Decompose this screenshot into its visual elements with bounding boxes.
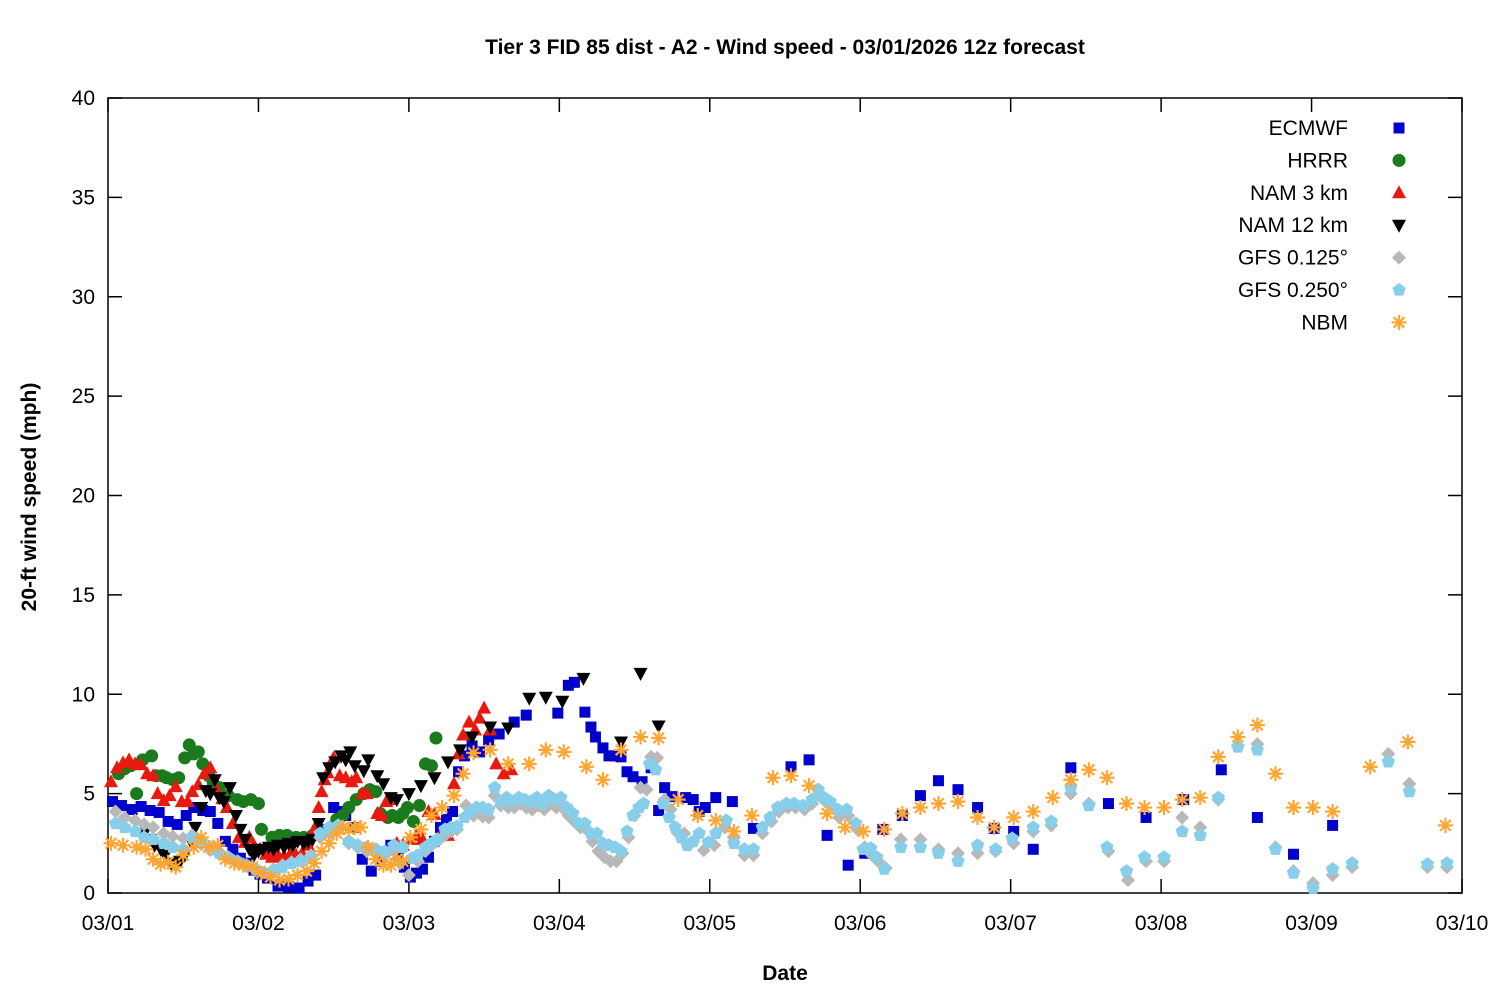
legend-label: ECMWF [1269, 117, 1348, 140]
x-tick-label: 03/01 [82, 912, 135, 935]
y-tick-label: 20 [72, 485, 95, 508]
x-tick-label: 03/03 [383, 912, 436, 935]
x-tick-label: 03/08 [1135, 912, 1188, 935]
series-nbm [103, 717, 1453, 888]
x-tick-label: 03/06 [834, 912, 887, 935]
legend-item-hrrr: HRRR [1287, 149, 1406, 172]
legend-label: HRRR [1287, 149, 1348, 172]
legend-item-ecmwf: ECMWF [1269, 117, 1405, 140]
legend-item-nbm: NBM [1301, 311, 1407, 334]
chart-title: Tier 3 FID 85 dist - A2 - Wind speed - 0… [485, 36, 1085, 59]
x-tick-label: 03/04 [533, 912, 586, 935]
y-tick-label: 10 [72, 683, 95, 706]
axes: 03/01 03/02 03/03 03/04 03/05 03/06 03/07 03/08… [72, 87, 1489, 935]
x-axis-label: Date [762, 962, 808, 985]
x-tick-label: 03/05 [683, 912, 736, 935]
legend-label: NAM 3 km [1250, 182, 1348, 205]
legend-label: GFS 0.125° [1238, 247, 1348, 270]
legend-label: GFS 0.250° [1238, 279, 1348, 302]
y-tick-label: 0 [83, 882, 95, 905]
x-tick-label: 03/02 [232, 912, 285, 935]
y-tick-label: 30 [72, 286, 95, 309]
series-gfs-0-250 [108, 739, 1454, 894]
y-tick-label: 15 [72, 584, 95, 607]
legend-item-gfs-0-250: GFS 0.250° [1238, 279, 1406, 302]
series-hrrr [112, 731, 443, 844]
series-nam-3-km [104, 700, 519, 863]
legend-item-nam-12-km: NAM 12 km [1238, 214, 1406, 237]
legend: ECMWF HRRR NAM 3 km NAM 12 km GFS 0.125° GFS … [1238, 117, 1407, 334]
legend-item-nam-3-km: NAM 3 km [1250, 182, 1406, 205]
x-tick-label: 03/10 [1436, 912, 1489, 935]
x-tick-label: 03/09 [1285, 912, 1338, 935]
legend-item-gfs-0-125: GFS 0.125° [1238, 247, 1406, 270]
y-tick-label: 40 [72, 87, 95, 110]
legend-label: NAM 12 km [1238, 214, 1348, 237]
x-tick-label: 03/07 [984, 912, 1037, 935]
y-tick-label: 35 [72, 186, 95, 209]
y-tick-label: 25 [72, 385, 95, 408]
y-tick-label: 5 [83, 783, 95, 806]
legend-label: NBM [1301, 311, 1348, 334]
